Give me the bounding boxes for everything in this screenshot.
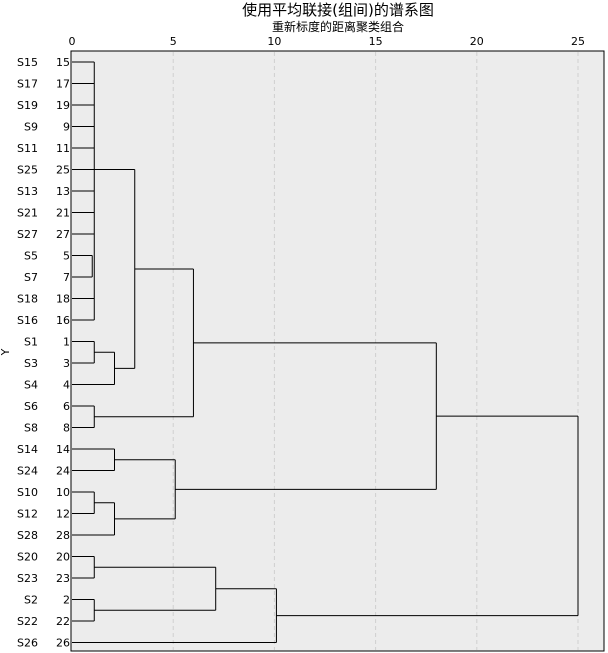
leaf-id-27: 27 (56, 228, 70, 241)
leaf-name-S22: S22 (17, 615, 38, 628)
leaf-id-7: 7 (63, 271, 70, 284)
leaf-id-17: 17 (56, 78, 70, 91)
leaf-name-S11: S11 (17, 142, 38, 155)
plot-area (70, 50, 605, 652)
leaf-name-S7: S7 (24, 271, 38, 284)
x-tick-5: 5 (170, 35, 177, 48)
leaf-id-18: 18 (56, 293, 70, 306)
leaf-name-S6: S6 (24, 400, 38, 413)
leaf-name-S15: S15 (17, 56, 38, 69)
leaf-name-S5: S5 (24, 250, 38, 263)
leaf-name-S10: S10 (17, 486, 38, 499)
leaf-id-4: 4 (63, 379, 70, 392)
leaf-name-S17: S17 (17, 78, 38, 91)
leaf-id-3: 3 (63, 357, 70, 370)
leaf-id-25: 25 (56, 164, 70, 177)
leaf-name-S19: S19 (17, 99, 38, 112)
leaf-name-S2: S2 (24, 594, 38, 607)
x-tick-0: 0 (69, 35, 76, 48)
leaf-id-16: 16 (56, 314, 70, 327)
leaf-id-23: 23 (56, 572, 70, 585)
leaf-name-S20: S20 (17, 551, 38, 564)
leaf-name-S14: S14 (17, 443, 38, 456)
leaf-name-S18: S18 (17, 293, 38, 306)
x-ticks: 0 5 10 15 20 25 (69, 35, 586, 48)
leaf-id-10: 10 (56, 486, 70, 499)
leaf-name-S21: S21 (17, 207, 38, 220)
x-tick-10: 10 (267, 35, 281, 48)
dendrogram-links (72, 61, 579, 643)
leaf-id-20: 20 (56, 551, 70, 564)
leaf-id-14: 14 (56, 443, 70, 456)
leaf-name-S12: S12 (17, 508, 38, 521)
leaf-name-S1: S1 (24, 336, 38, 349)
x-tick-25: 25 (571, 35, 585, 48)
leaf-id-12: 12 (56, 508, 70, 521)
leaf-id-19: 19 (56, 99, 70, 112)
leaf-name-S13: S13 (17, 185, 38, 198)
leaf-name-S25: S25 (17, 164, 38, 177)
leaf-name-S4: S4 (24, 379, 38, 392)
leaf-id-9: 9 (63, 121, 70, 134)
leaf-name-S16: S16 (17, 314, 38, 327)
leaf-id-22: 22 (56, 615, 70, 628)
leaf-id-8: 8 (63, 422, 70, 435)
leaf-name-S28: S28 (17, 529, 38, 542)
leaf-id-15: 15 (56, 56, 70, 69)
leaf-name-S27: S27 (17, 228, 38, 241)
x-axis-label: 重新标度的距离聚类组合 (272, 19, 404, 34)
x-tick-15: 15 (369, 35, 383, 48)
leaf-name-S9: S9 (24, 121, 38, 134)
leaf-id-28: 28 (56, 529, 70, 542)
x-tick-20: 20 (470, 35, 484, 48)
leaf-name-S8: S8 (24, 422, 38, 435)
leaf-id-24: 24 (56, 465, 70, 478)
leaf-id-21: 21 (56, 207, 70, 220)
leaf-name-S26: S26 (17, 637, 38, 650)
leaf-name-S24: S24 (17, 465, 38, 478)
y-axis-label: Y (0, 348, 12, 356)
leaf-id-1: 1 (63, 336, 70, 349)
leaf-id-5: 5 (63, 250, 70, 263)
leaf-name-S3: S3 (24, 357, 38, 370)
leaf-id-26: 26 (56, 637, 70, 650)
chart-title: 使用平均联接(组间)的谱系图 (242, 1, 434, 19)
leaf-id-6: 6 (63, 400, 70, 413)
leaf-id-11: 11 (56, 142, 70, 155)
leaf-id-13: 13 (56, 185, 70, 198)
leaf-name-S23: S23 (17, 572, 38, 585)
leaf-id-2: 2 (63, 594, 70, 607)
